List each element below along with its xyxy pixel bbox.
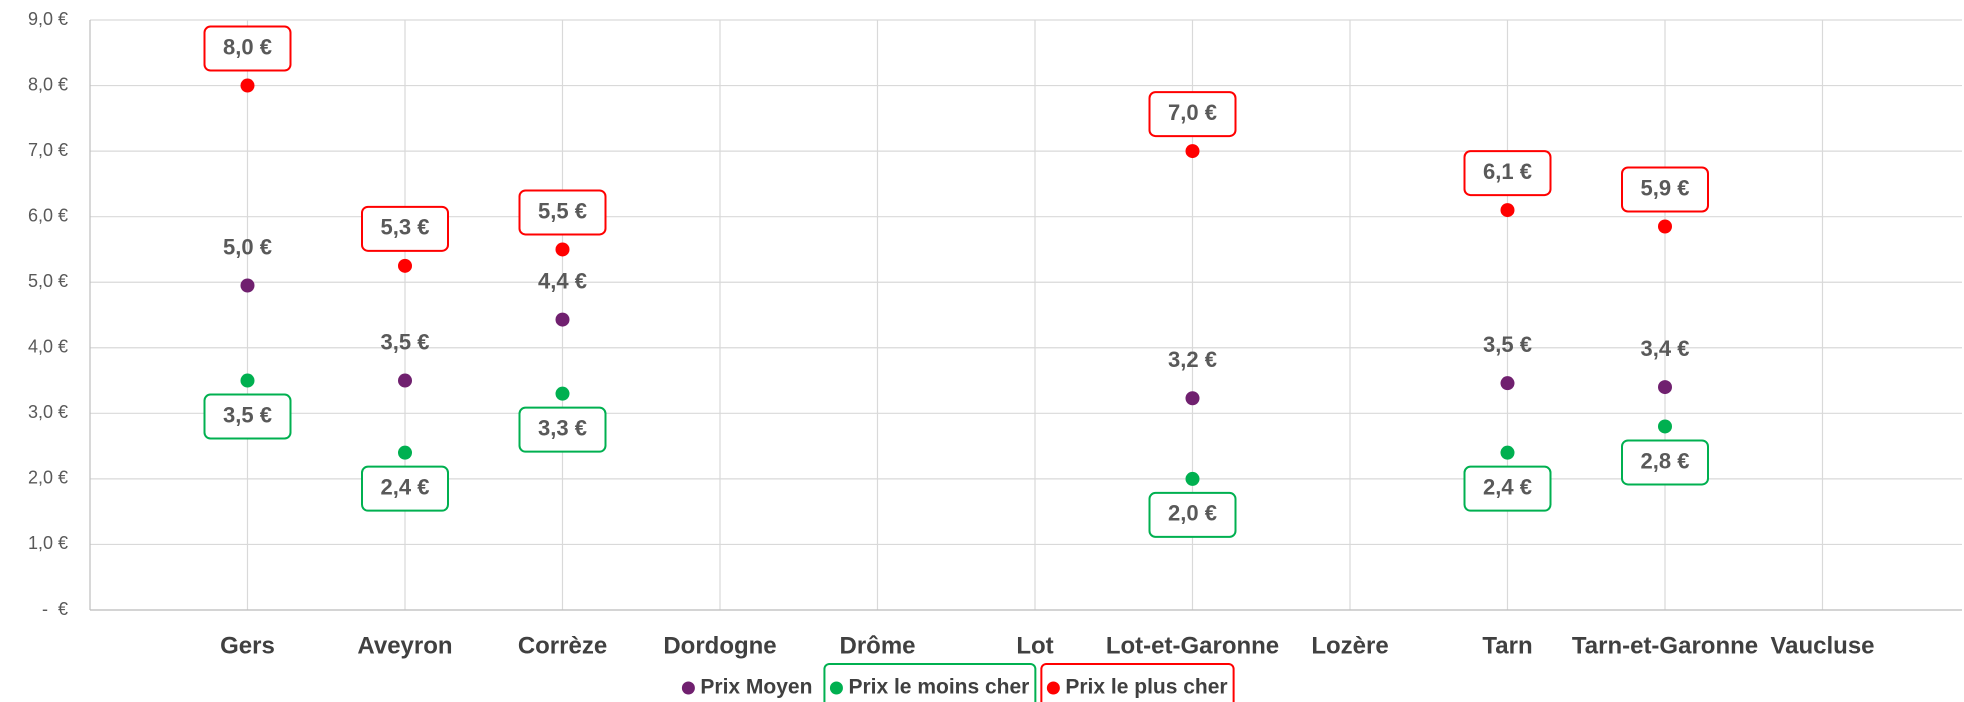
legend-box — [1040, 663, 1235, 702]
data-point — [240, 373, 255, 388]
x-tick-label: Aveyron — [357, 632, 452, 659]
y-tick-label: 4,0 € — [28, 337, 68, 357]
x-tick-label: Tarn — [1482, 632, 1532, 659]
legend: Prix Moyen Prix le moins cher Prix le plus… — [681, 663, 1235, 702]
data-point — [1500, 445, 1515, 460]
x-tick-label: Tarn-et-Garonne — [1572, 632, 1758, 659]
data-point — [1500, 376, 1515, 391]
y-tick-label: - € — [42, 599, 68, 619]
legend-box — [823, 663, 1037, 702]
label-box — [361, 465, 449, 512]
value-label: 3,3 € — [538, 415, 587, 440]
x-tick-label: Dordogne — [663, 632, 776, 659]
y-tick-label: 5,0 € — [28, 271, 68, 291]
x-tick-label: Lot-et-Garonne — [1106, 632, 1279, 659]
x-tick-label: Drôme — [839, 632, 915, 659]
data-point — [1185, 471, 1200, 486]
x-tick-label: Lot — [1016, 632, 1053, 659]
value-label: 5,3 € — [381, 215, 430, 240]
legend-marker — [1046, 681, 1060, 695]
label-box — [361, 205, 449, 252]
label-box — [518, 189, 607, 236]
data-point — [1658, 380, 1672, 395]
value-label: 2,0 € — [1168, 501, 1217, 526]
value-label: 4,4 € — [538, 268, 587, 293]
data-point — [398, 445, 412, 460]
label-box — [1463, 465, 1552, 512]
label-box — [1148, 91, 1237, 138]
value-label: 3,5 € — [223, 402, 272, 427]
value-label: 7,0 € — [1168, 100, 1217, 125]
data-point — [240, 78, 255, 93]
value-label: 3,4 € — [1641, 336, 1690, 361]
x-tick-label: Vaucluse — [1770, 632, 1874, 659]
legend-label: Prix le moins cher — [848, 676, 1029, 699]
data-point — [1658, 419, 1672, 434]
value-label: 2,4 € — [381, 474, 430, 499]
label-box — [1621, 439, 1709, 486]
y-tick-label: 6,0 € — [28, 205, 68, 225]
label-box — [518, 406, 607, 453]
label-box — [203, 393, 292, 440]
y-tick-label: 2,0 € — [28, 468, 68, 488]
legend-label: Prix Moyen — [700, 676, 812, 699]
legend-marker — [681, 681, 695, 695]
label-box — [1463, 150, 1552, 197]
x-tick-label: Gers — [220, 632, 275, 659]
value-label: 6,1 € — [1483, 159, 1532, 184]
data-point — [1500, 203, 1515, 218]
value-label: 5,9 € — [1641, 175, 1690, 200]
label-box — [203, 25, 292, 72]
label-box — [1621, 166, 1709, 213]
legend-label: Prix le plus cher — [1065, 676, 1227, 699]
data-point — [398, 258, 412, 273]
y-tick-label: 3,0 € — [28, 402, 68, 422]
data-point — [555, 386, 570, 401]
x-tick-label: Lozère — [1311, 632, 1388, 659]
data-point — [1658, 219, 1672, 234]
value-label: 8,0 € — [223, 34, 272, 59]
label-box — [1148, 491, 1237, 538]
value-label: 2,8 € — [1641, 448, 1690, 473]
value-label: 2,4 € — [1483, 474, 1532, 499]
y-tick-label: 9,0 € — [28, 9, 68, 29]
data-point — [555, 312, 570, 327]
value-label: 3,5 € — [381, 329, 430, 354]
data-point — [240, 278, 255, 293]
legend-marker — [829, 681, 843, 695]
y-tick-label: 8,0 € — [28, 74, 68, 94]
data-point — [555, 242, 570, 257]
data-point — [1185, 391, 1200, 406]
data-point — [398, 373, 412, 388]
value-label: 5,0 € — [223, 234, 272, 259]
value-label: 3,2 € — [1168, 347, 1217, 372]
y-tick-label: 7,0 € — [28, 140, 68, 160]
y-tick-label: 1,0 € — [28, 533, 68, 553]
value-label: 3,5 € — [1483, 332, 1532, 357]
data-point — [1185, 144, 1200, 159]
value-label: 5,5 € — [538, 198, 587, 223]
x-tick-label: Corrèze — [518, 632, 607, 659]
